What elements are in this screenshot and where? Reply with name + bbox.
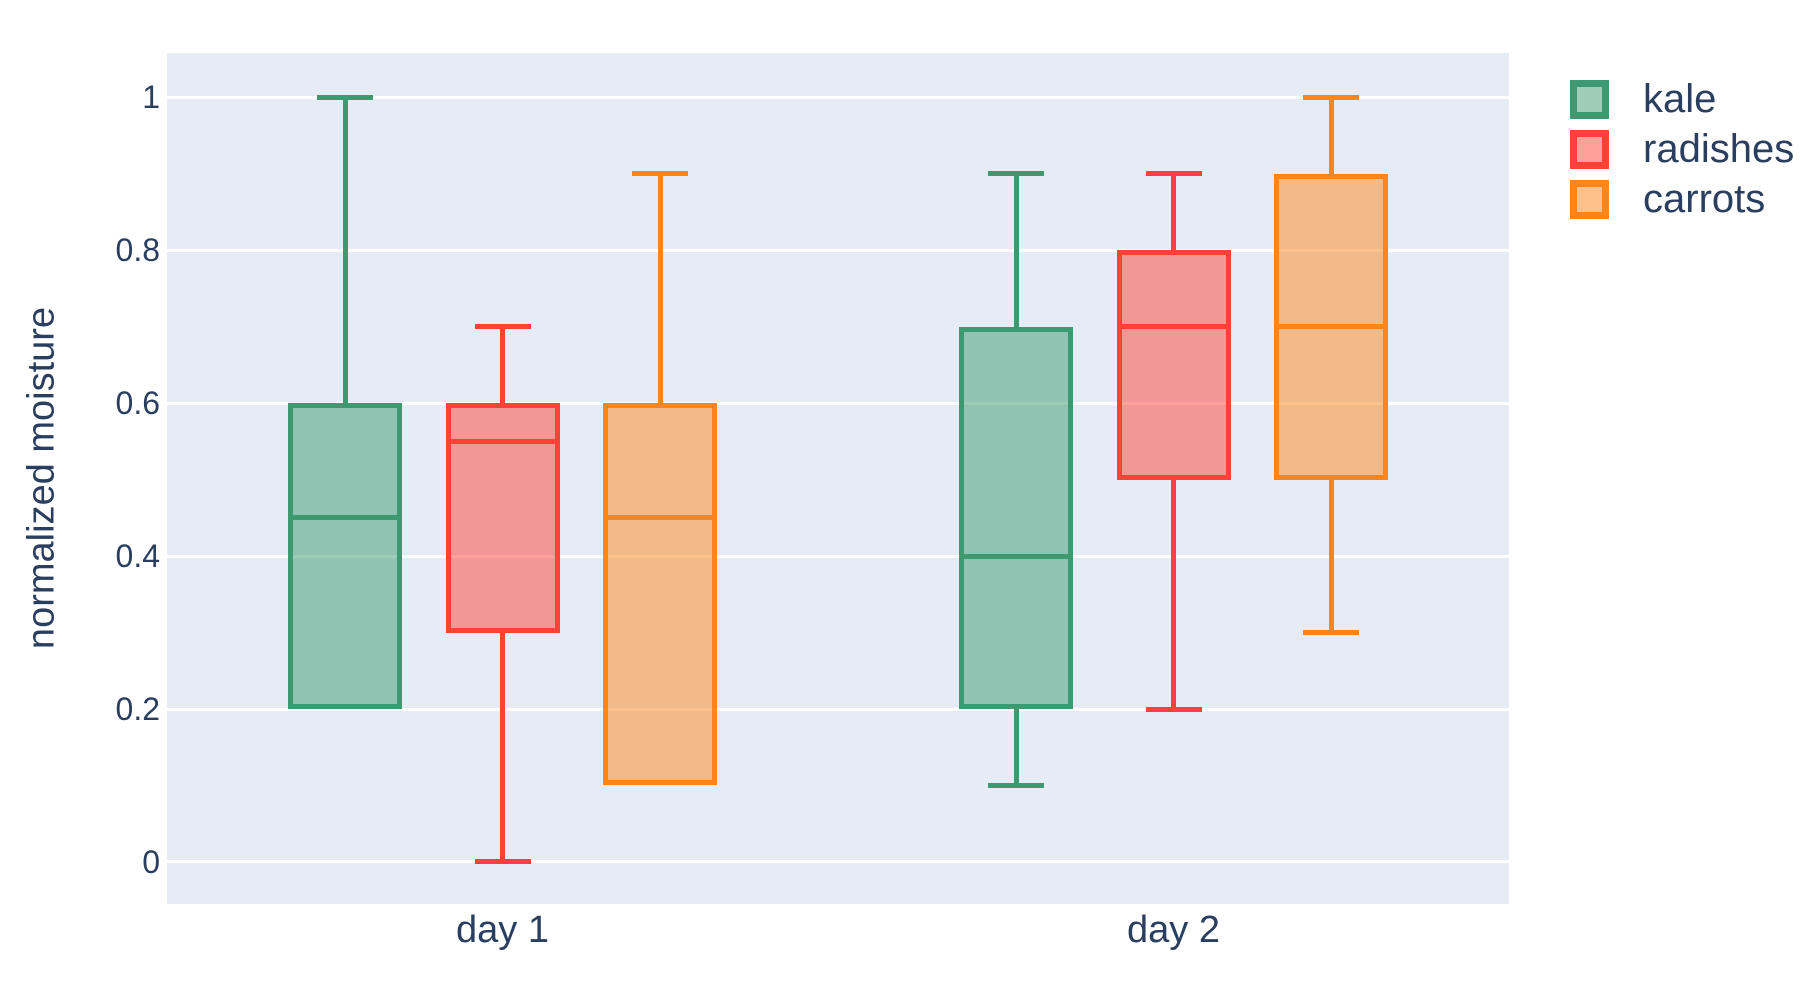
y-tick-label: 0.6 <box>115 385 160 422</box>
whisker-stem <box>1013 173 1019 327</box>
whisker-cap <box>474 859 531 865</box>
y-tick-label: 1 <box>142 79 160 116</box>
whisker-stem <box>1013 709 1019 786</box>
plot-area[interactable] <box>167 53 1509 904</box>
whisker-stem <box>342 97 348 404</box>
y-tick-label: 0 <box>142 843 160 880</box>
whisker-cap <box>474 324 531 330</box>
box-kale-day-1[interactable] <box>288 403 402 709</box>
legend-item-radishes[interactable]: radishes <box>1570 124 1794 174</box>
whisker-stem <box>1328 479 1334 633</box>
box-radishes-day-2[interactable] <box>1116 250 1231 480</box>
whisker-cap <box>632 171 688 177</box>
gridline <box>167 401 1509 405</box>
median-line <box>603 515 717 521</box>
median-line <box>445 438 560 444</box>
legend-swatch <box>1570 79 1609 119</box>
gridline <box>167 554 1509 558</box>
legend-label: kale <box>1643 77 1717 121</box>
legend-item-carrots[interactable]: carrots <box>1570 174 1794 224</box>
whisker-stem <box>1171 173 1176 251</box>
gridline <box>167 248 1509 252</box>
whisker-cap <box>988 171 1044 177</box>
legend-label: carrots <box>1643 177 1766 221</box>
y-tick-label: 0.8 <box>115 232 160 269</box>
whisker-stem <box>1171 479 1176 710</box>
legend: kale radishes carrots <box>1570 74 1794 224</box>
legend-swatch <box>1570 179 1609 219</box>
whisker-cap <box>1145 706 1202 712</box>
gridline <box>167 95 1509 99</box>
box-kale-day-2[interactable] <box>959 326 1073 710</box>
median-line <box>1116 324 1231 330</box>
y-axis-title: normalized moisture <box>20 306 63 650</box>
median-line <box>959 553 1073 559</box>
whisker-cap <box>317 94 373 100</box>
median-line <box>1274 324 1388 330</box>
legend-swatch <box>1570 129 1609 169</box>
whisker-cap <box>988 782 1044 788</box>
x-tick-label-day-2: day 2 <box>1127 909 1220 951</box>
whisker-stem <box>1328 97 1334 174</box>
whisker-stem <box>500 326 505 404</box>
median-line <box>288 515 402 521</box>
whisker-cap <box>1303 630 1359 636</box>
gridline <box>167 707 1509 711</box>
whisker-stem <box>657 173 663 404</box>
box-carrots-day-1[interactable] <box>603 403 717 786</box>
x-tick-label-day-1: day 1 <box>456 909 549 951</box>
y-tick-label: 0.2 <box>115 691 160 728</box>
whisker-cap <box>1303 94 1359 100</box>
y-tick-label: 0.4 <box>115 538 160 575</box>
box-radishes-day-1[interactable] <box>445 403 560 633</box>
legend-item-kale[interactable]: kale <box>1570 74 1794 124</box>
legend-label: radishes <box>1643 127 1795 171</box>
whisker-cap <box>1145 171 1202 177</box>
gridline <box>167 860 1509 864</box>
whisker-stem <box>500 632 505 862</box>
